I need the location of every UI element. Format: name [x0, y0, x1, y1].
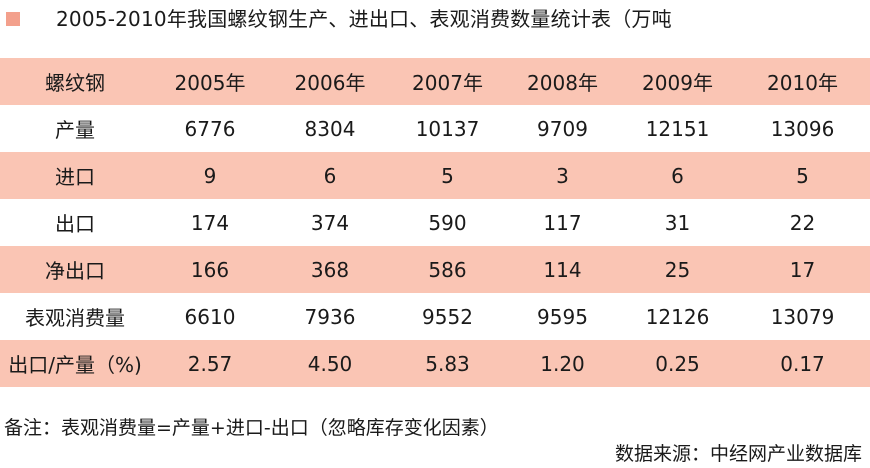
table-row: 出口 174 374 590 117 31 22	[0, 199, 870, 246]
table-cell: 0.17	[735, 340, 870, 387]
table-cell: 6610	[150, 293, 270, 340]
row-label: 表观消费量	[0, 293, 150, 340]
row-label: 出口	[0, 199, 150, 246]
table-cell: 17	[735, 246, 870, 293]
table-header-row: 螺纹钢 2005年 2006年 2007年 2008年 2009年 2010年	[0, 58, 870, 105]
footnote: 备注：表观消费量=产量+进口-出口（忽略库存变化因素）	[4, 417, 499, 439]
table-cell: 6	[270, 152, 390, 199]
table-cell: 5.83	[390, 340, 505, 387]
table-cell: 3	[505, 152, 620, 199]
table-cell: 13079	[735, 293, 870, 340]
table-cell: 31	[620, 199, 735, 246]
table-cell: 586	[390, 246, 505, 293]
header-cell: 2005年	[150, 58, 270, 105]
table-cell: 6	[620, 152, 735, 199]
stats-table: 螺纹钢 2005年 2006年 2007年 2008年 2009年 2010年 …	[0, 58, 870, 387]
table-cell: 1.20	[505, 340, 620, 387]
header-cell: 2007年	[390, 58, 505, 105]
table-cell: 117	[505, 199, 620, 246]
page-title: 2005-2010年我国螺纹钢生产、进出口、表观消费数量统计表（万吨	[56, 7, 672, 31]
row-label: 净出口	[0, 246, 150, 293]
data-source: 数据来源：中经网产业数据库	[614, 443, 862, 465]
title-row: 2005-2010年我国螺纹钢生产、进出口、表观消费数量统计表（万吨	[0, 0, 870, 46]
table-cell: 13096	[735, 105, 870, 152]
title-marker	[6, 12, 20, 26]
table-cell: 374	[270, 199, 390, 246]
table-cell: 12151	[620, 105, 735, 152]
table-cell: 9552	[390, 293, 505, 340]
table-cell: 5	[735, 152, 870, 199]
row-label: 进口	[0, 152, 150, 199]
header-cell: 2009年	[620, 58, 735, 105]
table-cell: 4.50	[270, 340, 390, 387]
header-cell: 螺纹钢	[0, 58, 150, 105]
table-cell: 10137	[390, 105, 505, 152]
table-cell: 9709	[505, 105, 620, 152]
table-row: 表观消费量 6610 7936 9552 9595 12126 13079	[0, 293, 870, 340]
header-cell: 2010年	[735, 58, 870, 105]
table-cell: 9595	[505, 293, 620, 340]
table-cell: 0.25	[620, 340, 735, 387]
table-row: 净出口 166 368 586 114 25 17	[0, 246, 870, 293]
row-label: 产量	[0, 105, 150, 152]
table-row: 产量 6776 8304 10137 9709 12151 13096	[0, 105, 870, 152]
table-cell: 7936	[270, 293, 390, 340]
table-cell: 22	[735, 199, 870, 246]
table-row: 出口/产量（%) 2.57 4.50 5.83 1.20 0.25 0.17	[0, 340, 870, 387]
table-cell: 2.57	[150, 340, 270, 387]
table-row: 进口 9 6 5 3 6 5	[0, 152, 870, 199]
row-label: 出口/产量（%)	[0, 340, 150, 387]
table-cell: 12126	[620, 293, 735, 340]
table-cell: 25	[620, 246, 735, 293]
table-cell: 8304	[270, 105, 390, 152]
table-cell: 114	[505, 246, 620, 293]
table-cell: 6776	[150, 105, 270, 152]
table-cell: 9	[150, 152, 270, 199]
table-cell: 590	[390, 199, 505, 246]
table-cell: 166	[150, 246, 270, 293]
table-cell: 174	[150, 199, 270, 246]
table-cell: 5	[390, 152, 505, 199]
table-cell: 368	[270, 246, 390, 293]
header-cell: 2006年	[270, 58, 390, 105]
header-cell: 2008年	[505, 58, 620, 105]
